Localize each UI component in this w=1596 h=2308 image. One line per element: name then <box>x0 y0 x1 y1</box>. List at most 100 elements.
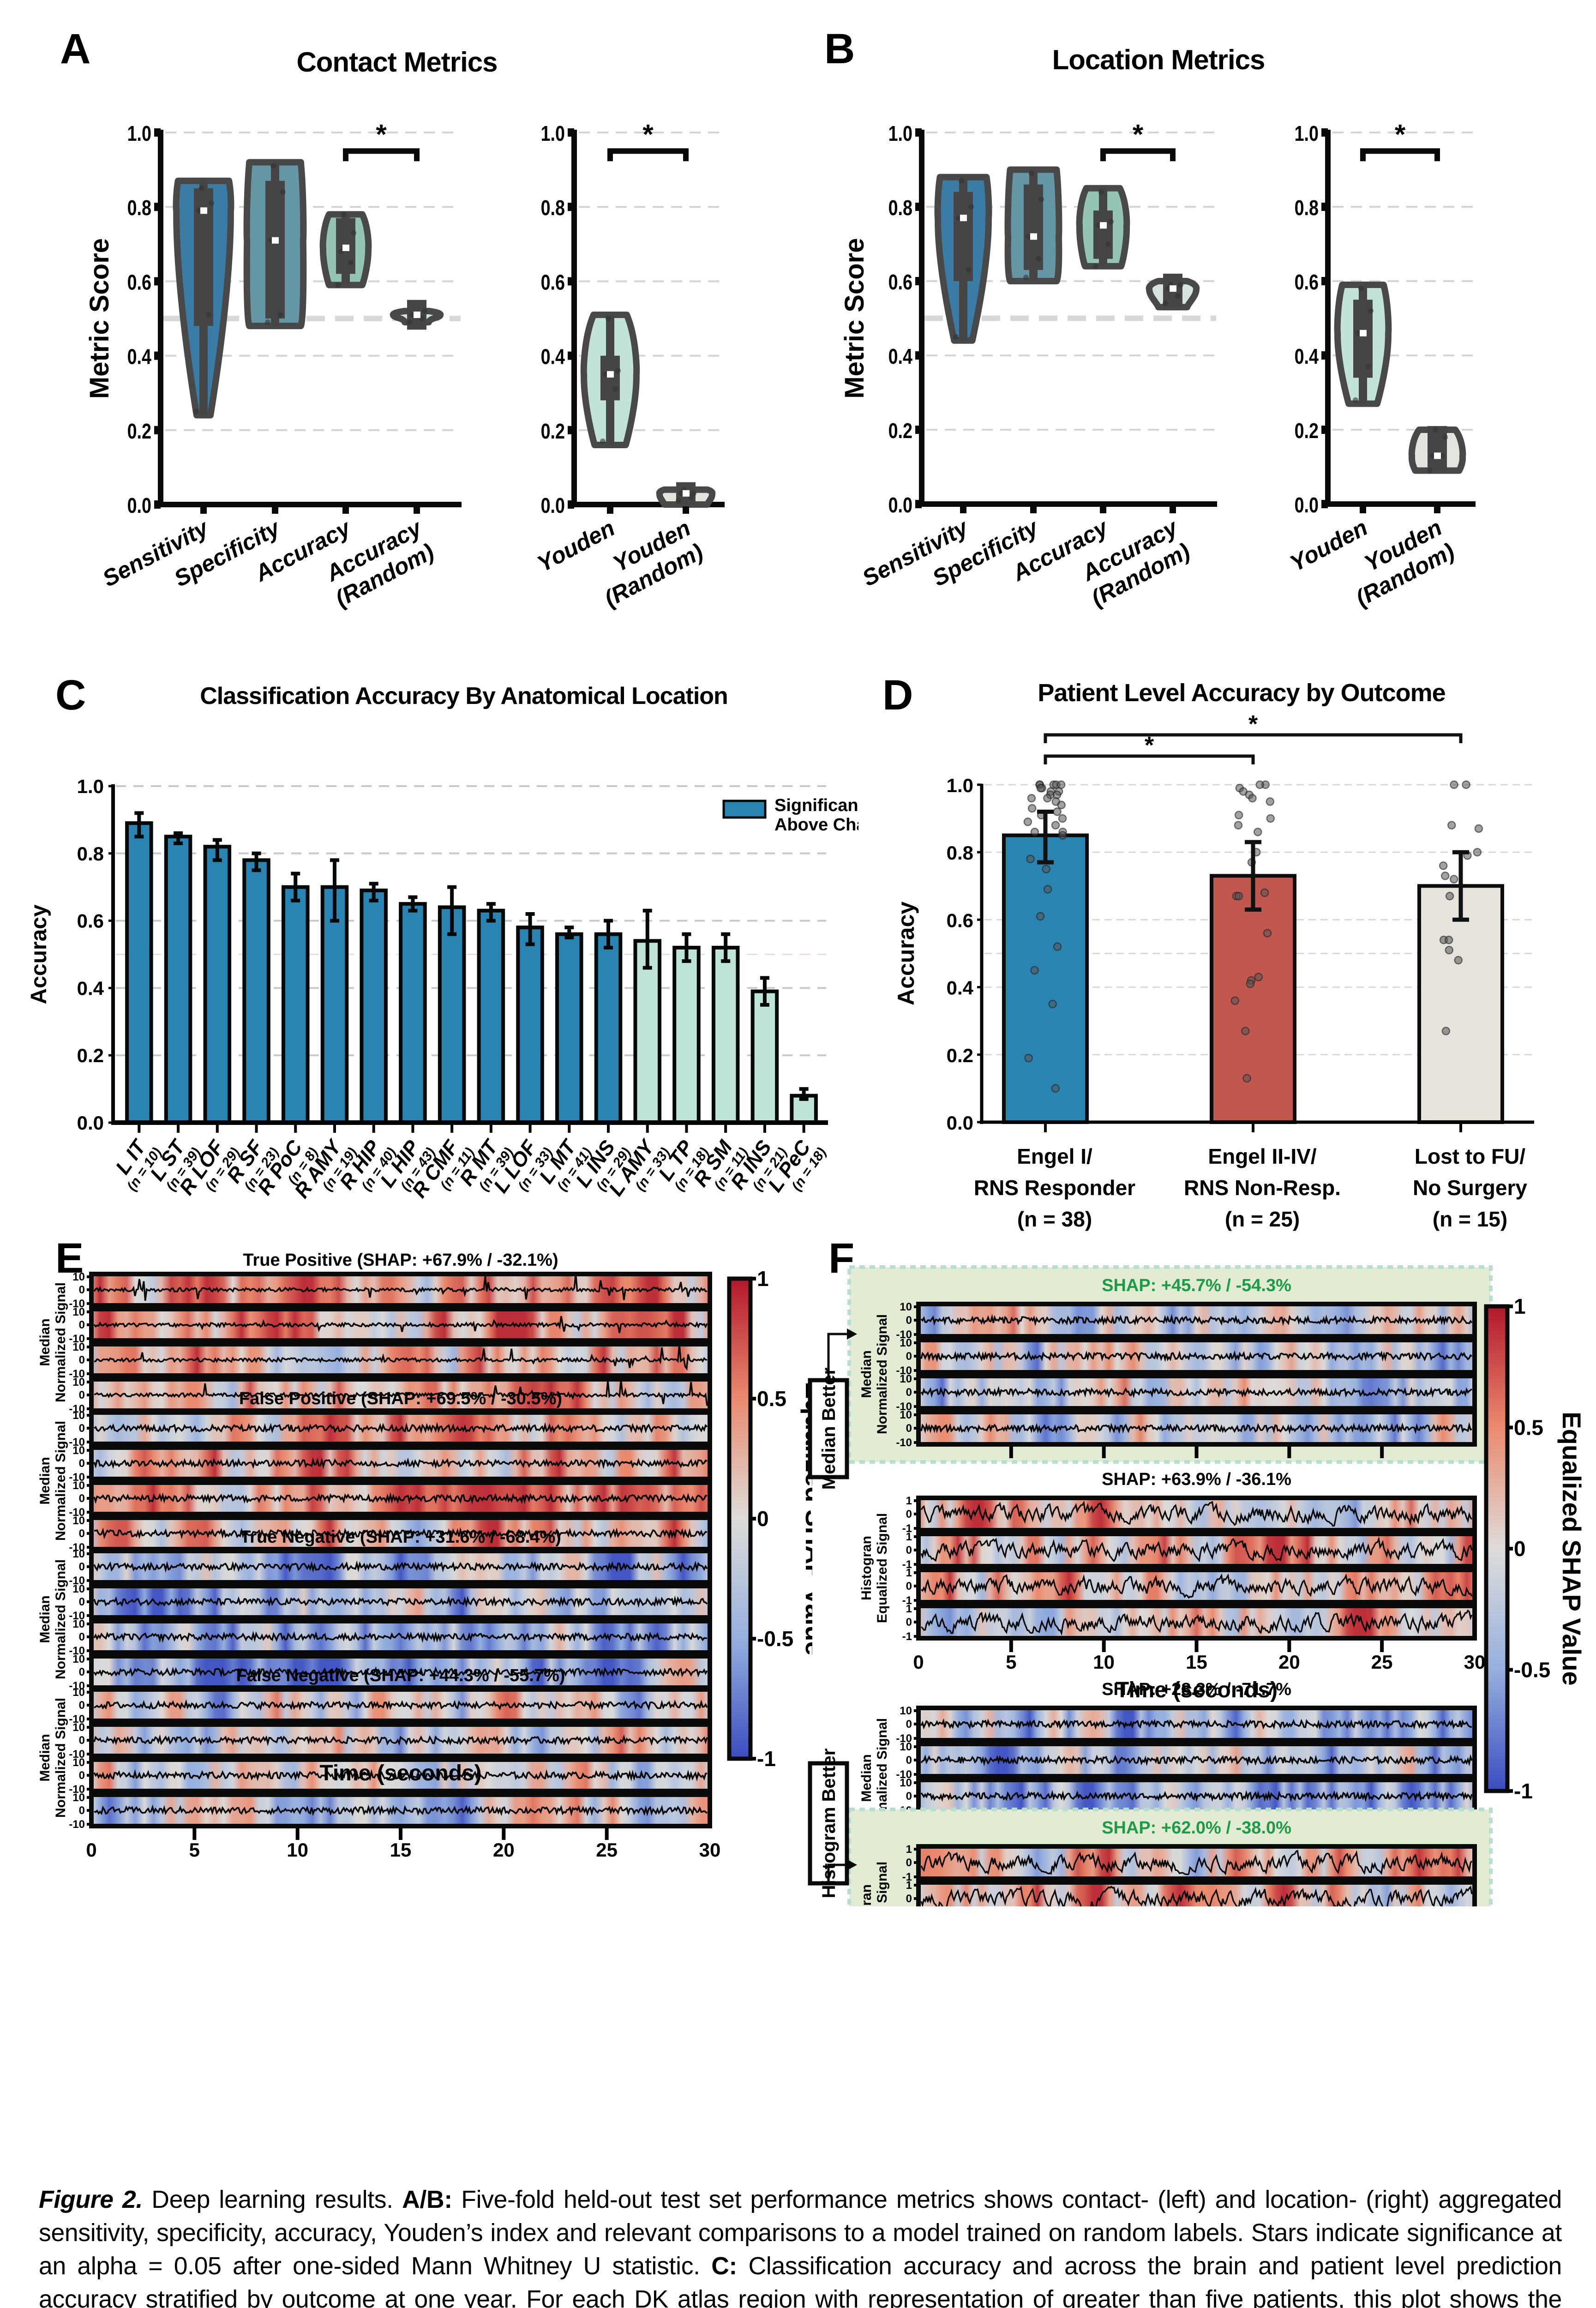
colorbar-tick <box>1508 1547 1513 1551</box>
bar <box>399 902 427 1124</box>
colorbar-tick <box>1508 1668 1513 1672</box>
y-tick <box>87 1484 90 1487</box>
y-tick <box>914 1355 918 1358</box>
y-tick <box>87 1739 90 1742</box>
y-tick-label: 0.2 <box>888 419 912 442</box>
data-point <box>1433 427 1438 433</box>
signal-trace <box>920 1790 1473 1803</box>
median-marker <box>1360 330 1367 337</box>
y-tick <box>87 1337 90 1340</box>
data-point <box>1255 780 1264 789</box>
y-tick <box>87 1372 90 1375</box>
shap-heatmap <box>89 1584 712 1620</box>
y-tick-label: 0.8 <box>127 196 151 220</box>
y-axis-label: Median Normalized Signal <box>37 1698 68 1818</box>
y-axis-label: Median Normalized Signal <box>37 1559 68 1679</box>
y-tick-label: 0.6 <box>541 270 565 294</box>
signal-trace <box>93 1422 708 1434</box>
iqr-box <box>265 180 285 319</box>
y-tick-label: 1 <box>906 1495 912 1507</box>
violin-sensitivity <box>173 177 234 419</box>
x-tick <box>272 506 278 514</box>
y-tick-label: 10 <box>72 1444 85 1457</box>
y-axis-label: Metric Score <box>840 238 870 398</box>
data-point <box>277 312 283 318</box>
y-tick-label: -10 <box>69 1610 85 1622</box>
data-point <box>1027 804 1037 813</box>
panel-letter-a: A <box>60 25 91 72</box>
x-tick <box>192 1828 197 1840</box>
example-title: True Negative (SHAP: +31.6% / -68.4%) <box>240 1527 561 1547</box>
data-point <box>193 409 199 415</box>
significance-bracket <box>607 148 689 162</box>
y-axis-label-line: Histogran <box>859 1536 874 1600</box>
y-tick-label: 10 <box>72 1721 85 1734</box>
data-point <box>348 260 354 266</box>
y-tick <box>87 1587 90 1590</box>
x-tick-label: (n = 25) <box>1225 1207 1300 1231</box>
caption-text: Five-fold held-out test set performance … <box>39 2186 1562 2280</box>
y-tick <box>87 1635 90 1638</box>
data-point <box>270 163 276 169</box>
y-tick <box>87 1407 90 1410</box>
y-tick-label: -1 <box>902 1522 912 1535</box>
colorbar <box>727 1276 753 1761</box>
data-point <box>1440 872 1450 880</box>
x-tick-label: 0 <box>86 1839 96 1861</box>
y-tick-label: -1 <box>902 1630 912 1643</box>
y-tick <box>87 1323 90 1326</box>
y-tick <box>914 1341 918 1344</box>
data-point <box>1093 263 1098 269</box>
caption-heading: Figure 2. <box>39 2186 143 2213</box>
y-tick <box>914 1607 918 1610</box>
y-tick-label: -10 <box>69 1298 85 1310</box>
legend-label: Significantly <box>774 796 858 815</box>
x-tick <box>295 1828 300 1840</box>
y-tick-label: 0.8 <box>77 843 104 865</box>
signal-channel: 10-1 <box>902 1495 1477 1535</box>
significance-bracket <box>1360 148 1440 162</box>
significance-star: * <box>1395 119 1406 150</box>
y-tick-label: 0 <box>79 1666 85 1678</box>
y-tick <box>914 1513 918 1515</box>
x-tick <box>1030 506 1037 513</box>
y-tick <box>87 1310 90 1313</box>
x-tick-label: RNS Responder <box>974 1176 1135 1200</box>
y-tick <box>914 1549 918 1551</box>
x-tick-label: 30 <box>699 1839 721 1861</box>
caption-heading: C: <box>711 2253 738 2280</box>
y-tick-label: 0.0 <box>77 1112 104 1134</box>
y-tick <box>914 1709 918 1712</box>
y-tick <box>914 1563 918 1566</box>
y-tick <box>87 1427 90 1430</box>
y-axis-label-line: Equalized Signal <box>875 1862 890 1906</box>
y-tick-label: 10 <box>72 1479 85 1492</box>
panel-e-chart: True Positive (SHAP: +67.9% / -32.1%)100… <box>37 1250 812 1861</box>
signal-channel: 10-1 <box>902 1531 1477 1571</box>
x-tick <box>342 506 349 514</box>
colorbar <box>1484 1304 1510 1793</box>
signal-channel: 100-10 <box>69 1686 712 1725</box>
x-tick <box>1434 506 1440 513</box>
signal-channel: 100-10 <box>69 1271 712 1310</box>
data-point <box>1036 784 1045 793</box>
signal-trace <box>94 1379 708 1406</box>
signal-channel: 100-10 <box>69 1583 712 1622</box>
data-point <box>600 438 606 444</box>
colorbar-tick <box>1508 1304 1513 1308</box>
x-tick <box>399 1828 402 1840</box>
y-tick <box>914 1745 918 1748</box>
x-tick-label: 15 <box>390 1839 412 1861</box>
y-tick-label: -1 <box>902 1594 912 1607</box>
data-point <box>966 267 971 273</box>
panel-d-title: Patient Level Accuracy by Outcome <box>1038 679 1446 707</box>
signal-trace <box>920 1885 1473 1906</box>
data-point <box>691 490 696 496</box>
data-point <box>1427 468 1433 474</box>
y-tick <box>914 1391 918 1394</box>
colorbar-tick <box>751 1277 756 1280</box>
x-tick <box>200 506 207 514</box>
